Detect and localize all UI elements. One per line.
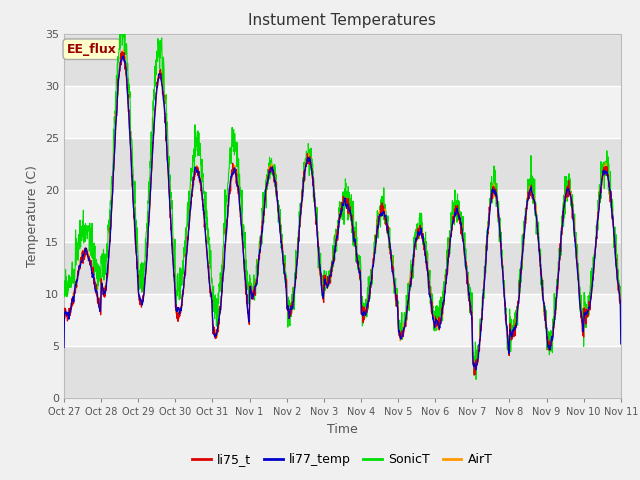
- Bar: [64, 190, 621, 242]
- Bar: [64, 242, 621, 294]
- li77_temp: [617, 341, 625, 347]
- li75_t: [584, 309, 591, 314]
- Y-axis label: Temperature (C): Temperature (C): [26, 165, 40, 267]
- Bar: [64, 86, 621, 138]
- li77_temp: [359, 312, 367, 318]
- AirT: [617, 334, 625, 340]
- SonicT: [568, 205, 576, 211]
- SonicT: [472, 376, 480, 382]
- li75_t: [118, 49, 126, 55]
- AirT: [60, 337, 68, 343]
- AirT: [505, 347, 513, 352]
- li77_temp: [568, 203, 576, 209]
- Legend: li75_t, li77_temp, SonicT, AirT: li75_t, li77_temp, SonicT, AirT: [188, 448, 497, 471]
- li77_temp: [60, 345, 68, 350]
- SonicT: [359, 300, 367, 306]
- AirT: [216, 311, 223, 316]
- li77_temp: [119, 53, 127, 59]
- Line: li77_temp: li77_temp: [64, 56, 621, 370]
- li75_t: [568, 202, 576, 208]
- Bar: [64, 138, 621, 190]
- li75_t: [371, 246, 379, 252]
- AirT: [371, 247, 379, 252]
- SonicT: [617, 305, 625, 311]
- Bar: [64, 346, 621, 398]
- SonicT: [60, 278, 68, 284]
- li77_temp: [371, 250, 379, 256]
- SonicT: [584, 315, 591, 321]
- Bar: [64, 34, 621, 86]
- li75_t: [505, 349, 513, 355]
- Text: EE_flux: EE_flux: [67, 43, 116, 56]
- SonicT: [371, 232, 379, 238]
- SonicT: [216, 284, 223, 290]
- Bar: [64, 294, 621, 346]
- AirT: [584, 309, 591, 314]
- li77_temp: [584, 308, 591, 314]
- SonicT: [116, 31, 124, 36]
- li77_temp: [472, 367, 480, 372]
- Line: SonicT: SonicT: [64, 34, 621, 379]
- li77_temp: [216, 312, 223, 318]
- li75_t: [359, 308, 367, 313]
- Title: Instument Temperatures: Instument Temperatures: [248, 13, 436, 28]
- li75_t: [617, 301, 625, 307]
- Line: li75_t: li75_t: [64, 52, 621, 375]
- X-axis label: Time: Time: [327, 423, 358, 436]
- AirT: [359, 310, 367, 315]
- li75_t: [216, 310, 223, 315]
- li77_temp: [505, 348, 513, 354]
- AirT: [470, 363, 478, 369]
- li75_t: [60, 307, 68, 312]
- AirT: [120, 47, 127, 53]
- Line: AirT: AirT: [64, 50, 621, 366]
- SonicT: [505, 342, 513, 348]
- li75_t: [470, 372, 478, 378]
- AirT: [568, 201, 576, 207]
